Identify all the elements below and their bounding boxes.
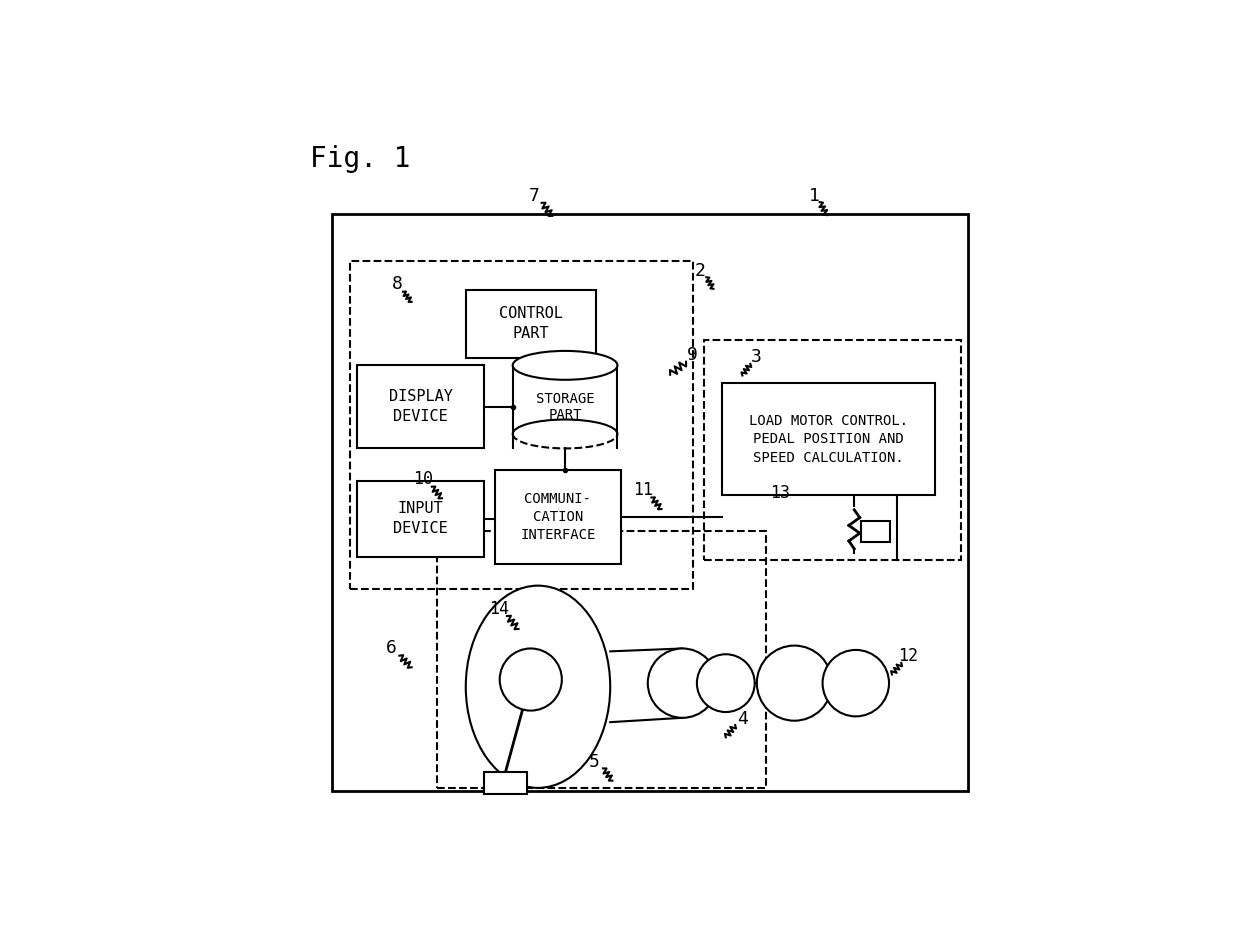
Bar xyxy=(357,366,484,448)
Bar xyxy=(357,481,484,557)
Bar xyxy=(350,261,693,589)
Text: 4: 4 xyxy=(737,709,748,728)
Text: LOAD MOTOR CONTROL.
PEDAL POSITION AND
SPEED CALCULATION.: LOAD MOTOR CONTROL. PEDAL POSITION AND S… xyxy=(749,414,908,465)
Text: 3: 3 xyxy=(750,348,761,367)
Text: 11: 11 xyxy=(632,481,652,499)
Text: 14: 14 xyxy=(489,599,508,618)
Text: 9: 9 xyxy=(687,346,697,364)
Bar xyxy=(484,772,527,794)
Text: 5: 5 xyxy=(589,753,600,771)
Ellipse shape xyxy=(512,351,618,380)
Bar xyxy=(495,470,621,564)
Circle shape xyxy=(822,650,889,717)
Circle shape xyxy=(500,648,562,711)
Circle shape xyxy=(756,645,832,720)
Circle shape xyxy=(647,648,717,718)
Text: 2: 2 xyxy=(696,262,706,280)
Bar xyxy=(722,384,935,495)
Text: INPUT
DEVICE: INPUT DEVICE xyxy=(393,502,448,537)
Text: 10: 10 xyxy=(413,471,433,489)
Circle shape xyxy=(697,655,755,712)
Text: COMMUNI-
CATION
INTERFACE: COMMUNI- CATION INTERFACE xyxy=(520,492,595,542)
Text: 13: 13 xyxy=(770,484,790,502)
Text: 6: 6 xyxy=(386,640,397,658)
Text: 7: 7 xyxy=(529,188,539,205)
Bar xyxy=(332,214,967,792)
Ellipse shape xyxy=(466,585,610,788)
Bar xyxy=(436,532,765,788)
Text: 12: 12 xyxy=(898,647,918,665)
Text: CONTROL
PART: CONTROL PART xyxy=(498,307,563,341)
Text: Fig. 1: Fig. 1 xyxy=(310,145,410,174)
Bar xyxy=(704,340,961,560)
Bar xyxy=(466,290,595,358)
Text: 1: 1 xyxy=(810,187,820,204)
Text: STORAGE
PART: STORAGE PART xyxy=(536,392,594,422)
Text: DISPLAY
DEVICE: DISPLAY DEVICE xyxy=(388,389,453,424)
Text: 8: 8 xyxy=(392,276,403,294)
Bar xyxy=(862,521,890,542)
